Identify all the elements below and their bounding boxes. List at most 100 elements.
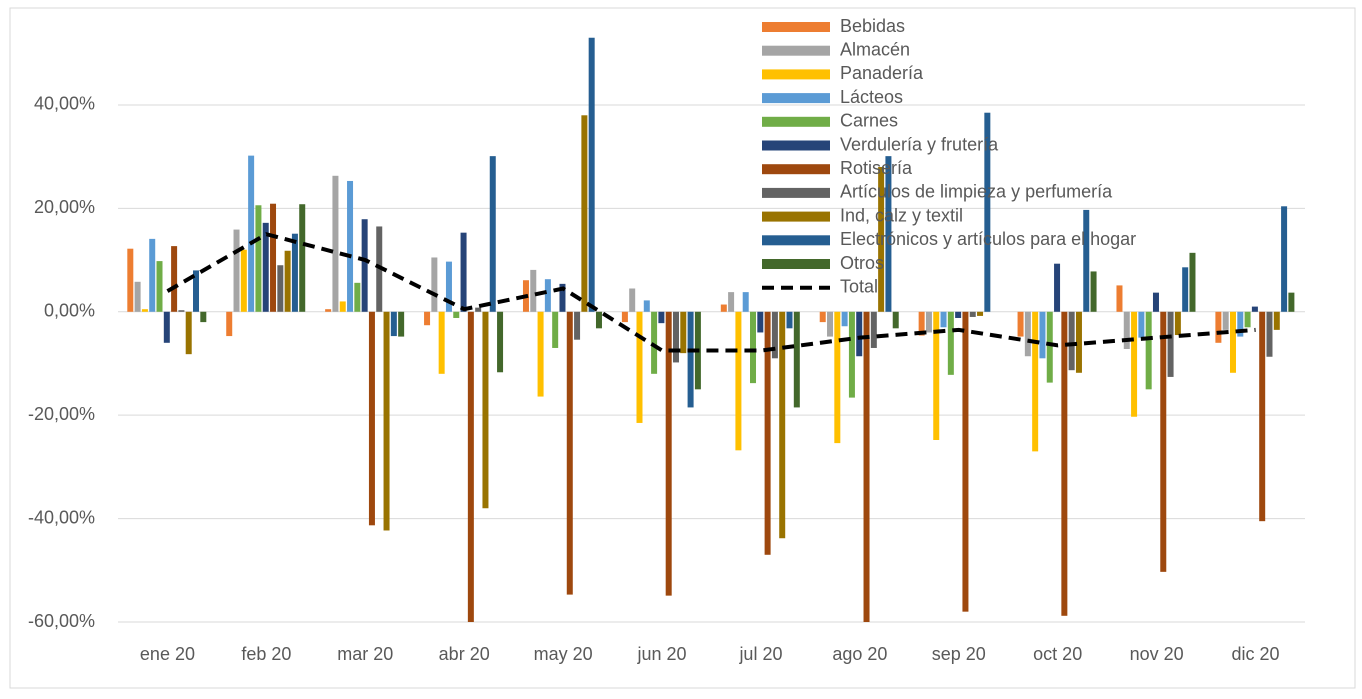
- bar: [134, 281, 141, 312]
- legend-swatch: [762, 69, 830, 80]
- bar: [742, 292, 749, 312]
- total-line: [166, 232, 1256, 353]
- bar: [870, 311, 877, 348]
- bar: [651, 311, 658, 374]
- x-tick-label: jun 20: [637, 644, 687, 664]
- bar: [1152, 292, 1159, 312]
- bar: [856, 311, 863, 357]
- bar: [925, 311, 932, 333]
- bar: [1017, 311, 1024, 337]
- bar: [559, 283, 566, 312]
- bar: [665, 311, 672, 596]
- bar: [163, 311, 170, 343]
- x-tick-label: may 20: [534, 644, 593, 664]
- bar: [1189, 252, 1196, 312]
- bar: [595, 311, 602, 329]
- legend-label: Total: [840, 276, 878, 296]
- bar: [537, 311, 544, 397]
- bar: [544, 279, 551, 312]
- bar: [629, 288, 636, 312]
- y-tick-label: 40,00%: [34, 94, 95, 114]
- legend-swatch: [762, 259, 830, 269]
- bar: [574, 311, 581, 340]
- legend-label: Artículos de limpieza y perfumería: [840, 182, 1113, 202]
- bar: [383, 311, 390, 531]
- bar: [354, 282, 361, 312]
- bar: [735, 311, 742, 451]
- bar: [1259, 311, 1266, 522]
- legend-label: Electrónicos y artículos para el hogar: [840, 229, 1136, 249]
- legend-swatch: [762, 22, 830, 32]
- bar: [581, 115, 588, 312]
- bar: [240, 249, 247, 312]
- bar: [1075, 311, 1082, 373]
- bar: [658, 311, 665, 324]
- legend-swatch: [762, 45, 830, 56]
- bar: [764, 311, 771, 555]
- bar: [636, 311, 643, 423]
- bar: [1090, 271, 1097, 312]
- y-tick-label: -60,00%: [28, 611, 95, 631]
- bar: [552, 311, 559, 348]
- bar: [390, 311, 397, 337]
- bar: [178, 310, 185, 312]
- bar: [1123, 311, 1130, 350]
- y-tick-label: 20,00%: [34, 197, 95, 217]
- legend-label: Almacén: [840, 39, 910, 59]
- legend-label: Verdulería y frutería: [840, 134, 999, 154]
- bar: [918, 311, 925, 336]
- bar: [127, 248, 134, 312]
- bar: [141, 309, 148, 312]
- bar: [262, 222, 269, 312]
- bar: [1167, 311, 1174, 377]
- bar: [475, 307, 482, 312]
- bar: [834, 311, 841, 444]
- bar: [1174, 311, 1181, 336]
- x-tick-label: abr 20: [439, 644, 490, 664]
- bar: [643, 300, 650, 312]
- legend-label: Otros: [840, 253, 884, 273]
- bar: [947, 311, 954, 375]
- bar: [955, 311, 962, 318]
- bar: [1024, 311, 1031, 357]
- x-tick-label: ago 20: [832, 644, 887, 664]
- bar: [339, 301, 346, 312]
- bar: [1182, 267, 1189, 312]
- bar: [277, 265, 284, 312]
- bar: [984, 112, 991, 312]
- bar: [1281, 206, 1288, 312]
- bar: [892, 311, 899, 329]
- bar: [361, 219, 368, 312]
- legend-swatch: [762, 116, 830, 127]
- bar: [156, 261, 163, 312]
- bar: [848, 311, 855, 398]
- bar: [1032, 311, 1039, 452]
- legend-label: Bebidas: [840, 16, 905, 36]
- bar: [588, 37, 595, 312]
- bar: [1145, 311, 1152, 390]
- bar: [1046, 311, 1053, 383]
- bar: [757, 311, 764, 333]
- legend-swatch: [762, 164, 830, 175]
- legend-swatch: [762, 235, 830, 246]
- bar: [672, 311, 679, 363]
- bar: [398, 311, 405, 337]
- bar: [841, 311, 848, 327]
- bar: [779, 311, 786, 539]
- bar: [347, 180, 354, 312]
- bar: [687, 311, 694, 408]
- bar: [431, 257, 438, 312]
- bar: [1138, 311, 1145, 338]
- bar: [482, 311, 489, 509]
- bar: [969, 311, 976, 317]
- legend-label: Lácteos: [840, 87, 903, 107]
- bar: [720, 304, 727, 312]
- bar: [728, 292, 735, 312]
- x-tick-label: mar 20: [337, 644, 393, 664]
- bar: [1215, 311, 1222, 343]
- y-tick-label: -20,00%: [28, 404, 95, 424]
- bar: [933, 311, 940, 441]
- bar: [1131, 311, 1138, 417]
- bar: [438, 311, 445, 374]
- legend-swatch: [762, 93, 830, 104]
